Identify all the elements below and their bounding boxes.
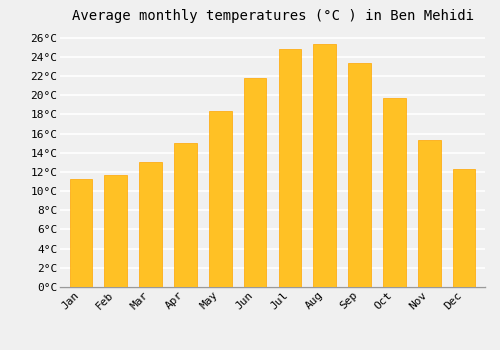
Bar [209, 111, 232, 287]
Bar [140, 162, 162, 287]
Bar [278, 49, 301, 287]
Bar [418, 140, 440, 287]
Bar [383, 98, 406, 287]
Bar [104, 175, 127, 287]
Bar [70, 178, 92, 287]
Bar [348, 63, 371, 287]
Bar [314, 44, 336, 287]
Title: Average monthly temperatures (°C ) in Ben Mehidi: Average monthly temperatures (°C ) in Be… [72, 9, 473, 23]
Bar [244, 78, 266, 287]
Bar [453, 169, 475, 287]
Bar [174, 143, 197, 287]
